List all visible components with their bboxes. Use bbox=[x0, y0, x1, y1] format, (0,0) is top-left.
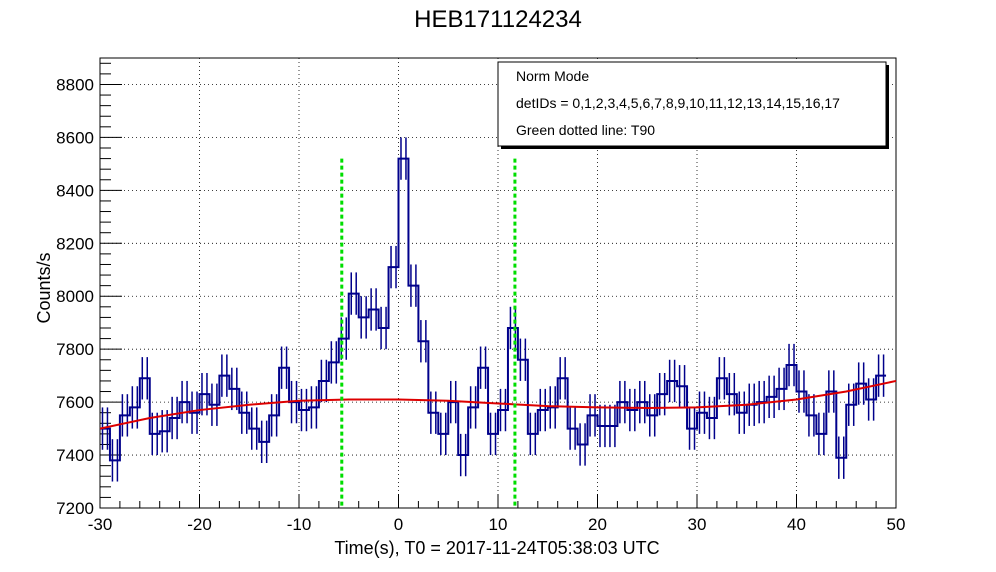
x-tick-label: 30 bbox=[688, 515, 707, 534]
y-tick-label: 7200 bbox=[56, 499, 94, 518]
x-tick-labels: -30 -20 -10 0 10 20 30 40 50 bbox=[88, 515, 906, 534]
y-tick-label: 8200 bbox=[56, 234, 94, 253]
y-tick-label: 7800 bbox=[56, 340, 94, 359]
chart-title: HEB171124234 bbox=[414, 6, 582, 33]
y-tick-label: 8800 bbox=[56, 75, 94, 94]
x-tick-label: -20 bbox=[187, 515, 212, 534]
x-tick-label: 40 bbox=[787, 515, 806, 534]
background-fit-line bbox=[99, 379, 897, 430]
legend-line-mode: Norm Mode bbox=[516, 68, 589, 84]
legend-line-detids: detIDs = 0,1,2,3,4,5,6,7,8,9,10,11,12,13… bbox=[516, 95, 840, 111]
x-tick-label: 0 bbox=[394, 515, 403, 534]
error-bars bbox=[101, 137, 885, 482]
legend-background bbox=[497, 61, 887, 147]
y-tick-label: 7600 bbox=[56, 393, 94, 412]
x-tick-label: 50 bbox=[887, 515, 906, 534]
t90-markers bbox=[340, 158, 517, 508]
y-tick-label: 7400 bbox=[56, 446, 94, 465]
x-axis-title: Time(s), T0 = 2017-11-24T05:38:03 UTC bbox=[334, 538, 659, 558]
x-tick-label: 10 bbox=[489, 515, 508, 534]
counts-histogram bbox=[100, 157, 887, 462]
y-tick-label: 8000 bbox=[56, 287, 94, 306]
legend-box: Norm Mode detIDs = 0,1,2,3,4,5,6,7,8,9,1… bbox=[497, 61, 889, 149]
y-tick-labels: 7200 7400 7600 7800 8000 8200 8400 8600 8800 bbox=[56, 75, 94, 518]
legend-line-t90: Green dotted line: T90 bbox=[516, 122, 655, 138]
x-tick-label: -30 bbox=[88, 515, 113, 534]
y-tick-label: 8400 bbox=[56, 181, 94, 200]
axis-ticks bbox=[99, 62, 897, 509]
y-axis-title: Counts/s bbox=[34, 252, 54, 323]
x-tick-label: 20 bbox=[588, 515, 607, 534]
x-tick-label: -10 bbox=[287, 515, 312, 534]
y-tick-label: 8600 bbox=[56, 128, 94, 147]
